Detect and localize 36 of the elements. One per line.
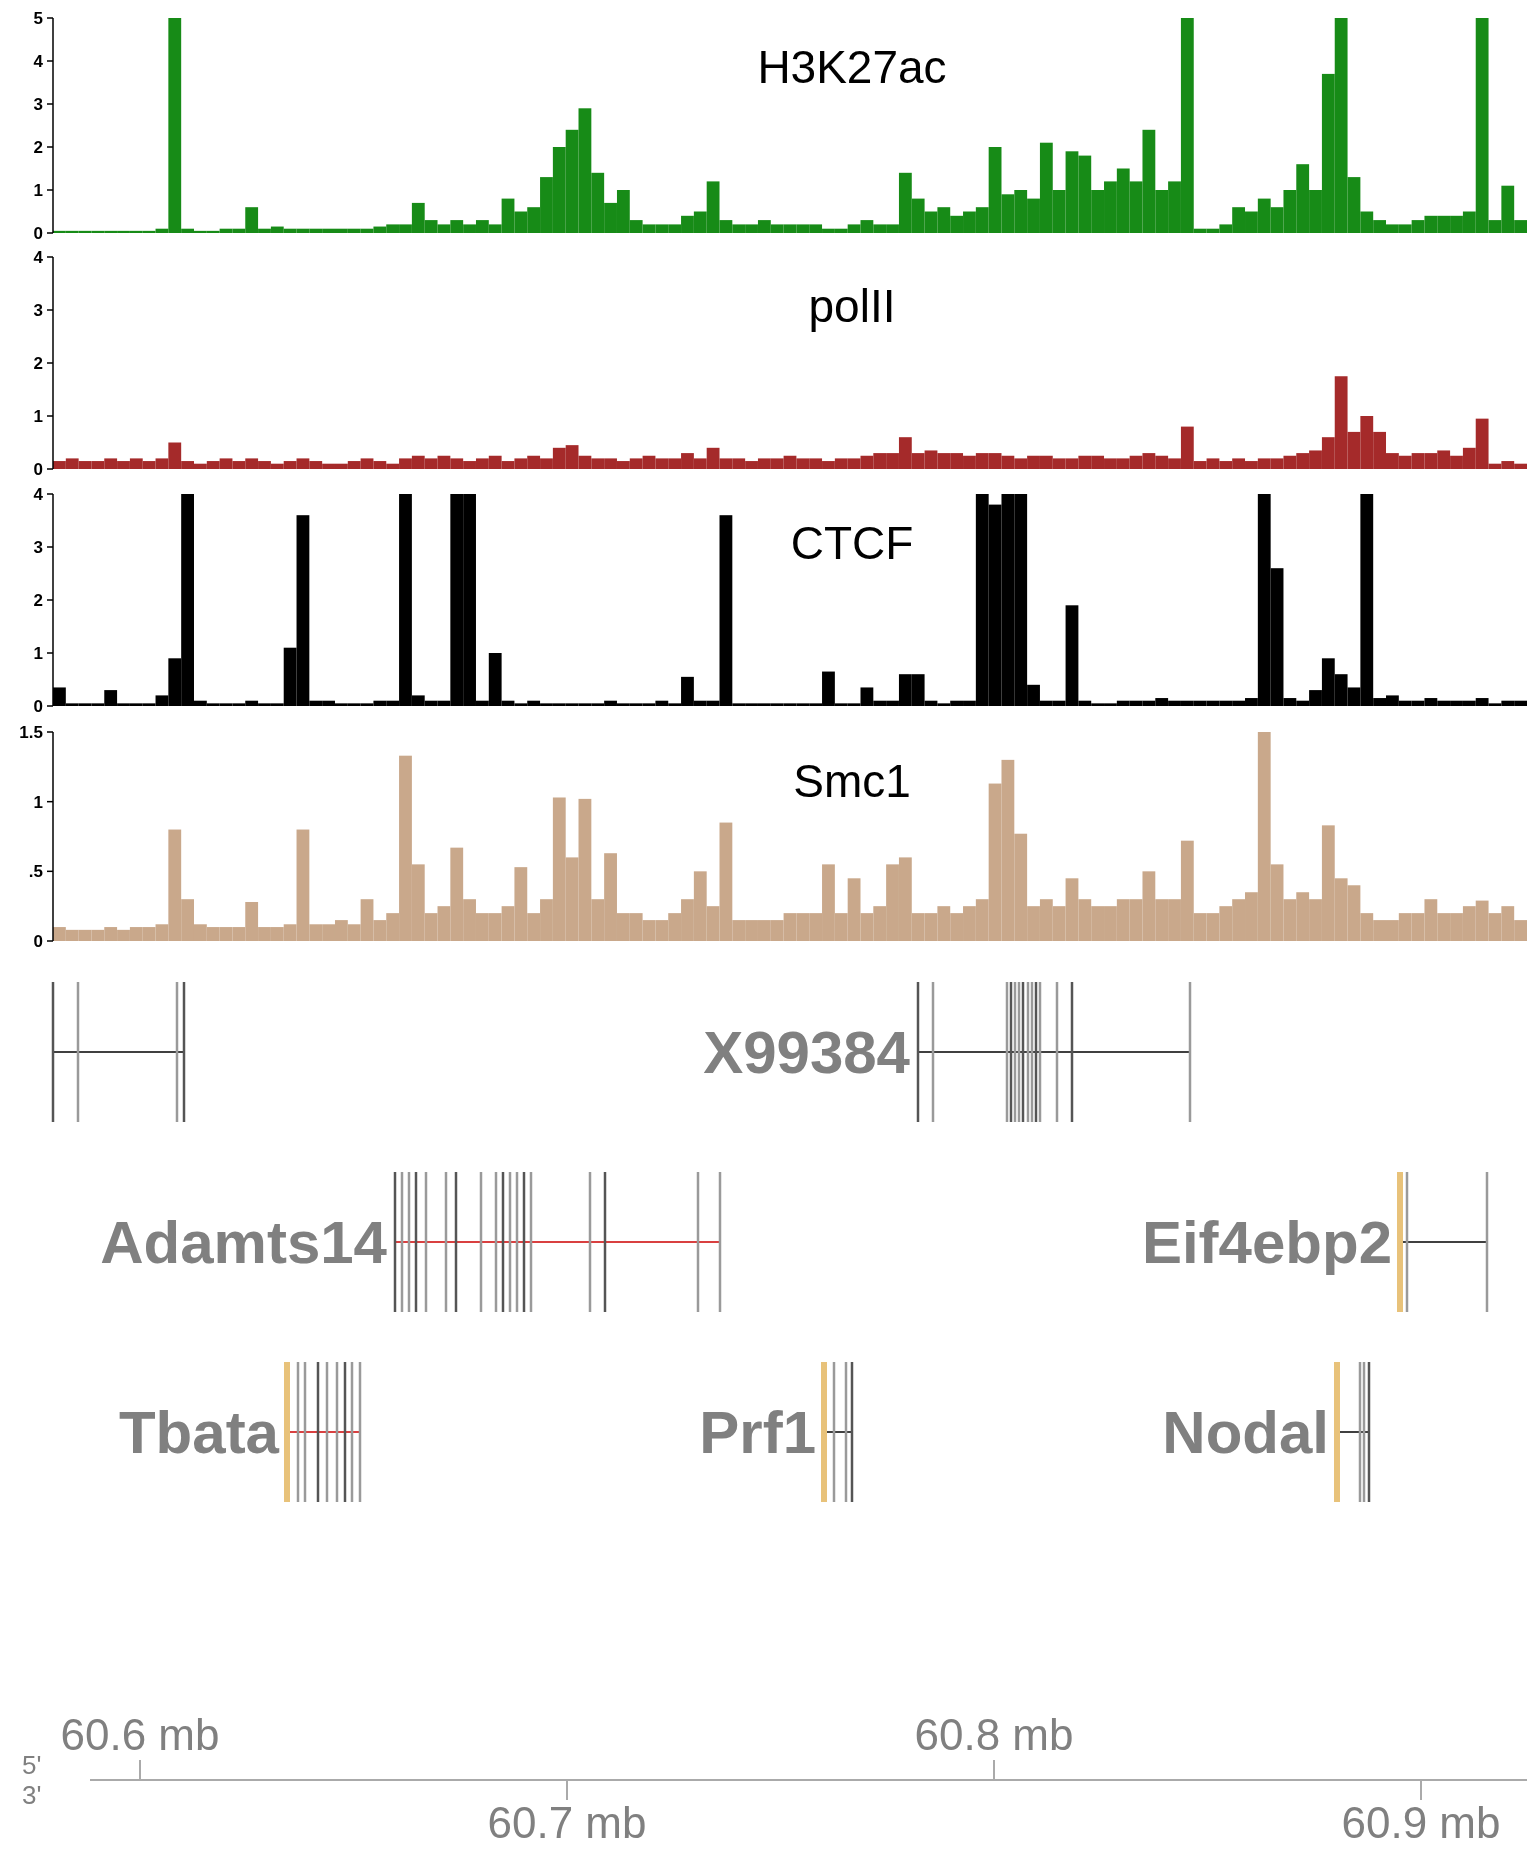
text: 3' [22,1780,42,1810]
y-tick-label: 1 [33,180,43,200]
text: Adamts14 [100,1209,388,1276]
text: H3K27ac [757,41,947,93]
y-tick-label: 3 [33,300,43,320]
text: 60.6 mb [60,1710,220,1759]
text: 60.7 mb [487,1798,647,1847]
text: X99384 [703,1019,911,1086]
y-tick-label: 4 [33,247,44,267]
y-tick-label: 1 [33,643,43,663]
text: Smc1 [793,755,911,807]
y-tick-label: 1 [33,406,43,426]
y-tick-label: 0 [33,931,43,951]
y-tick-label: 4 [33,484,44,504]
text: Eif4ebp2 [1141,1209,1392,1276]
text: CTCF [790,517,914,569]
text: 5' [22,1750,42,1780]
text: polII [808,280,896,332]
y-tick-label: 0 [33,459,43,479]
y-tick-label: 3 [33,537,43,557]
y-tick-label: 0 [33,696,43,716]
text: Tbata [118,1399,280,1466]
y-tick-label: 5 [33,8,43,28]
y-tick-label: 2 [33,353,43,373]
y-tick-label: .5 [28,862,43,882]
y-tick-label: 3 [33,94,43,114]
text: Prf1 [699,1399,816,1466]
text: 60.9 mb [1341,1798,1501,1847]
y-tick-label: 1 [33,792,43,812]
y-tick-label: 4 [33,51,44,71]
text: Nodal [1162,1399,1329,1466]
text: 60.8 mb [914,1710,1074,1759]
y-tick-label: 2 [33,137,43,157]
y-tick-label: 1.5 [19,722,43,742]
y-tick-label: 2 [33,590,43,610]
y-tick-label: 0 [33,223,43,243]
